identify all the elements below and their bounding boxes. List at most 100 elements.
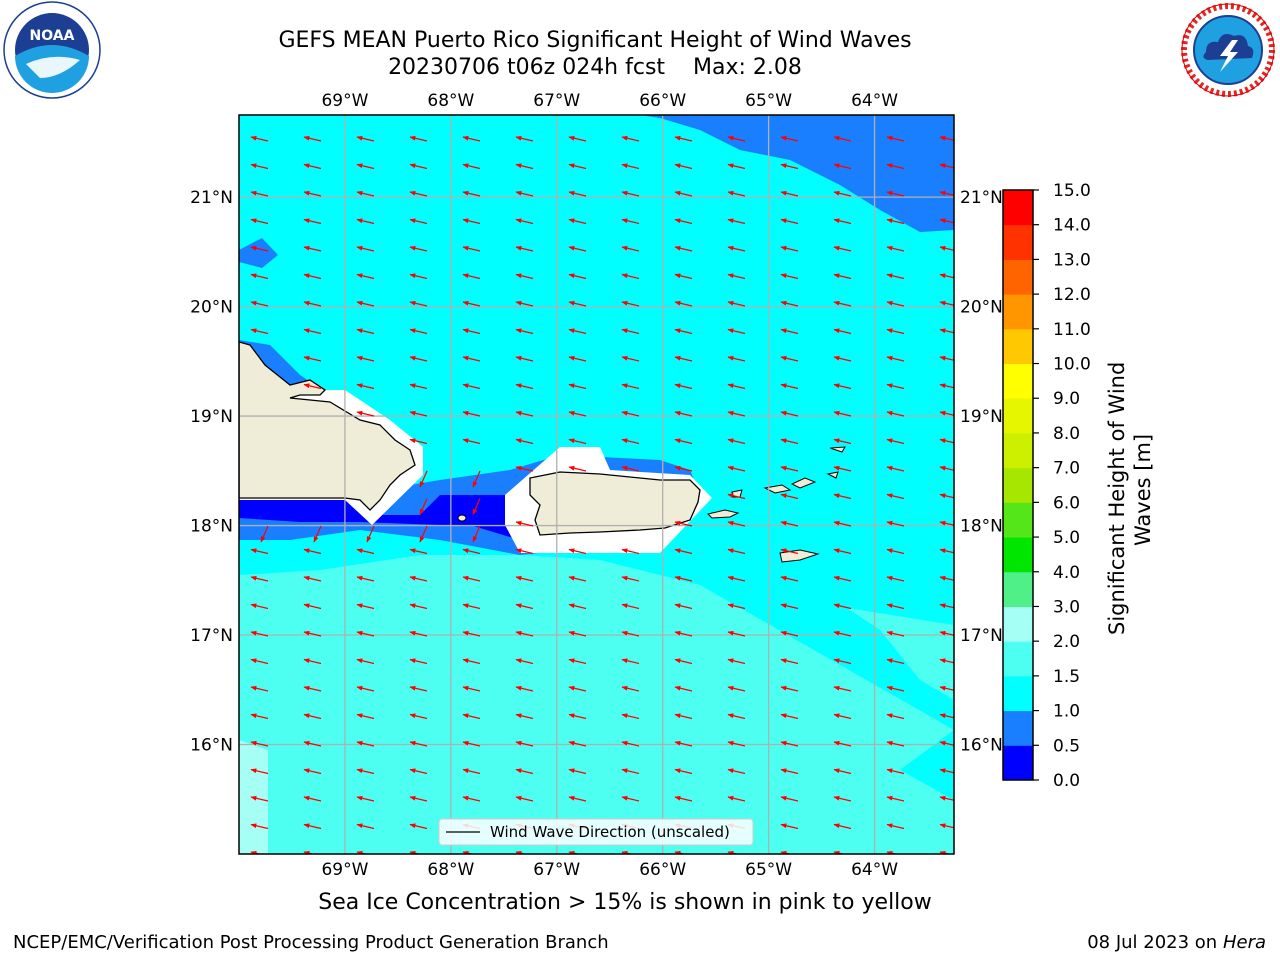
wave-region-south bbox=[239, 555, 954, 854]
wind-arrow bbox=[886, 740, 905, 747]
wind-arrow bbox=[833, 823, 852, 830]
wind-arrow bbox=[250, 630, 269, 637]
wind-arrow bbox=[515, 658, 534, 665]
lon-tick-bottom: 69°W bbox=[321, 860, 368, 880]
wind-arrow bbox=[780, 355, 799, 362]
wind-arrow bbox=[780, 685, 799, 692]
wind-arrow bbox=[356, 823, 375, 830]
wind-arrow bbox=[409, 410, 428, 417]
wind-arrow bbox=[409, 630, 428, 637]
island-vieques bbox=[707, 509, 740, 519]
wind-arrow bbox=[674, 218, 693, 225]
wind-arrow bbox=[515, 465, 534, 472]
colorbar-tick-label: 10.0 bbox=[1053, 355, 1091, 375]
wind-arrow bbox=[727, 328, 746, 335]
wind-arrow bbox=[886, 410, 905, 417]
lon-tick-bottom: 65°W bbox=[745, 860, 792, 880]
colorbar-tick-label: 13.0 bbox=[1053, 250, 1091, 270]
wind-arrow bbox=[313, 525, 322, 543]
wind-arrow bbox=[780, 658, 799, 665]
wind-arrow bbox=[674, 465, 693, 472]
wind-arrow bbox=[780, 245, 799, 252]
wind-arrow bbox=[833, 795, 852, 802]
wind-arrow bbox=[886, 823, 905, 830]
wind-arrow bbox=[472, 525, 481, 543]
wind-arrow bbox=[674, 630, 693, 637]
wind-arrow bbox=[303, 163, 322, 170]
wind-arrow bbox=[621, 575, 640, 582]
colorbar-tick-label: 11.0 bbox=[1053, 320, 1091, 340]
colorbar-frame bbox=[1002, 189, 1034, 781]
wind-arrow bbox=[409, 850, 422, 854]
wind-arrow bbox=[886, 355, 905, 362]
wind-arrow bbox=[250, 823, 269, 830]
wind-arrow bbox=[886, 850, 899, 854]
wind-arrow bbox=[939, 300, 954, 306]
wind-arrow bbox=[419, 525, 428, 543]
wind-arrow bbox=[886, 713, 905, 720]
colorbar-tick-label: 6.0 bbox=[1053, 493, 1080, 513]
wind-arrow bbox=[250, 658, 269, 665]
wind-arrow bbox=[568, 355, 587, 362]
wind-arrow bbox=[303, 135, 322, 142]
wind-arrow bbox=[462, 850, 475, 854]
footer-date: 08 Jul 2023 on Hera bbox=[1087, 932, 1266, 953]
island-anegada bbox=[829, 446, 846, 453]
wind-arrow bbox=[409, 218, 428, 225]
wind-arrow bbox=[833, 465, 852, 472]
wind-arrow bbox=[419, 498, 428, 516]
colorbar-tick-label: 7.0 bbox=[1053, 459, 1080, 479]
wind-arrow bbox=[515, 630, 534, 637]
wind-arrow bbox=[515, 685, 534, 692]
lat-tick-left: 20°N bbox=[190, 298, 233, 318]
colorbar-segment bbox=[1003, 745, 1033, 781]
wind-arrow bbox=[515, 410, 534, 417]
wind-arrow bbox=[939, 823, 954, 829]
wind-arrow bbox=[674, 548, 693, 555]
wind-arrow bbox=[939, 603, 954, 609]
wind-arrow bbox=[780, 465, 799, 472]
wind-arrow bbox=[727, 795, 746, 802]
wind-arrow bbox=[780, 713, 799, 720]
wind-arrow bbox=[462, 630, 481, 637]
wind-arrow bbox=[356, 575, 375, 582]
wind-arrow bbox=[621, 273, 640, 280]
wind-arrow bbox=[780, 850, 793, 854]
wind-arrow bbox=[303, 300, 322, 307]
wind-arrow bbox=[886, 630, 905, 637]
wind-arrow bbox=[939, 273, 954, 279]
wave-region-patch bbox=[239, 238, 278, 268]
wind-arrow bbox=[780, 190, 799, 197]
wind-arrow bbox=[356, 658, 375, 665]
wind-arrow bbox=[568, 740, 587, 747]
wind-arrow bbox=[621, 245, 640, 252]
wind-arrow bbox=[462, 768, 481, 775]
wind-arrow bbox=[356, 328, 375, 335]
wind-arrow bbox=[674, 768, 693, 775]
wind-arrow bbox=[409, 135, 428, 142]
wind-arrow bbox=[250, 740, 269, 747]
colorbar-tick-label: 4.0 bbox=[1053, 563, 1080, 583]
wind-arrow bbox=[833, 410, 852, 417]
wind-arrow bbox=[515, 328, 534, 335]
wind-arrow bbox=[939, 190, 954, 196]
wind-arrow bbox=[621, 328, 640, 335]
chart-subtitle: 20230706 t06z 024h fcst Max: 2.08 bbox=[170, 55, 1020, 81]
wind-arrow bbox=[250, 273, 269, 280]
wind-arrow bbox=[515, 438, 534, 445]
wind-arrow bbox=[939, 795, 954, 801]
noaa-logo: NOAA bbox=[3, 1, 101, 99]
lat-tick-left: 17°N bbox=[190, 626, 233, 646]
wind-arrow bbox=[303, 328, 322, 335]
svg-text:NOAA: NOAA bbox=[30, 28, 75, 44]
wind-arrow bbox=[621, 768, 640, 775]
lon-tick-top: 67°W bbox=[533, 91, 580, 111]
wind-arrow bbox=[939, 218, 954, 224]
wind-arrow bbox=[886, 438, 905, 445]
wind-arrow bbox=[886, 190, 905, 197]
wind-arrow bbox=[303, 575, 322, 582]
colorbar-segment bbox=[1003, 190, 1033, 226]
colorbar-tick-label: 14.0 bbox=[1053, 216, 1091, 236]
wind-arrow bbox=[409, 713, 428, 720]
wind-arrow bbox=[409, 768, 428, 775]
